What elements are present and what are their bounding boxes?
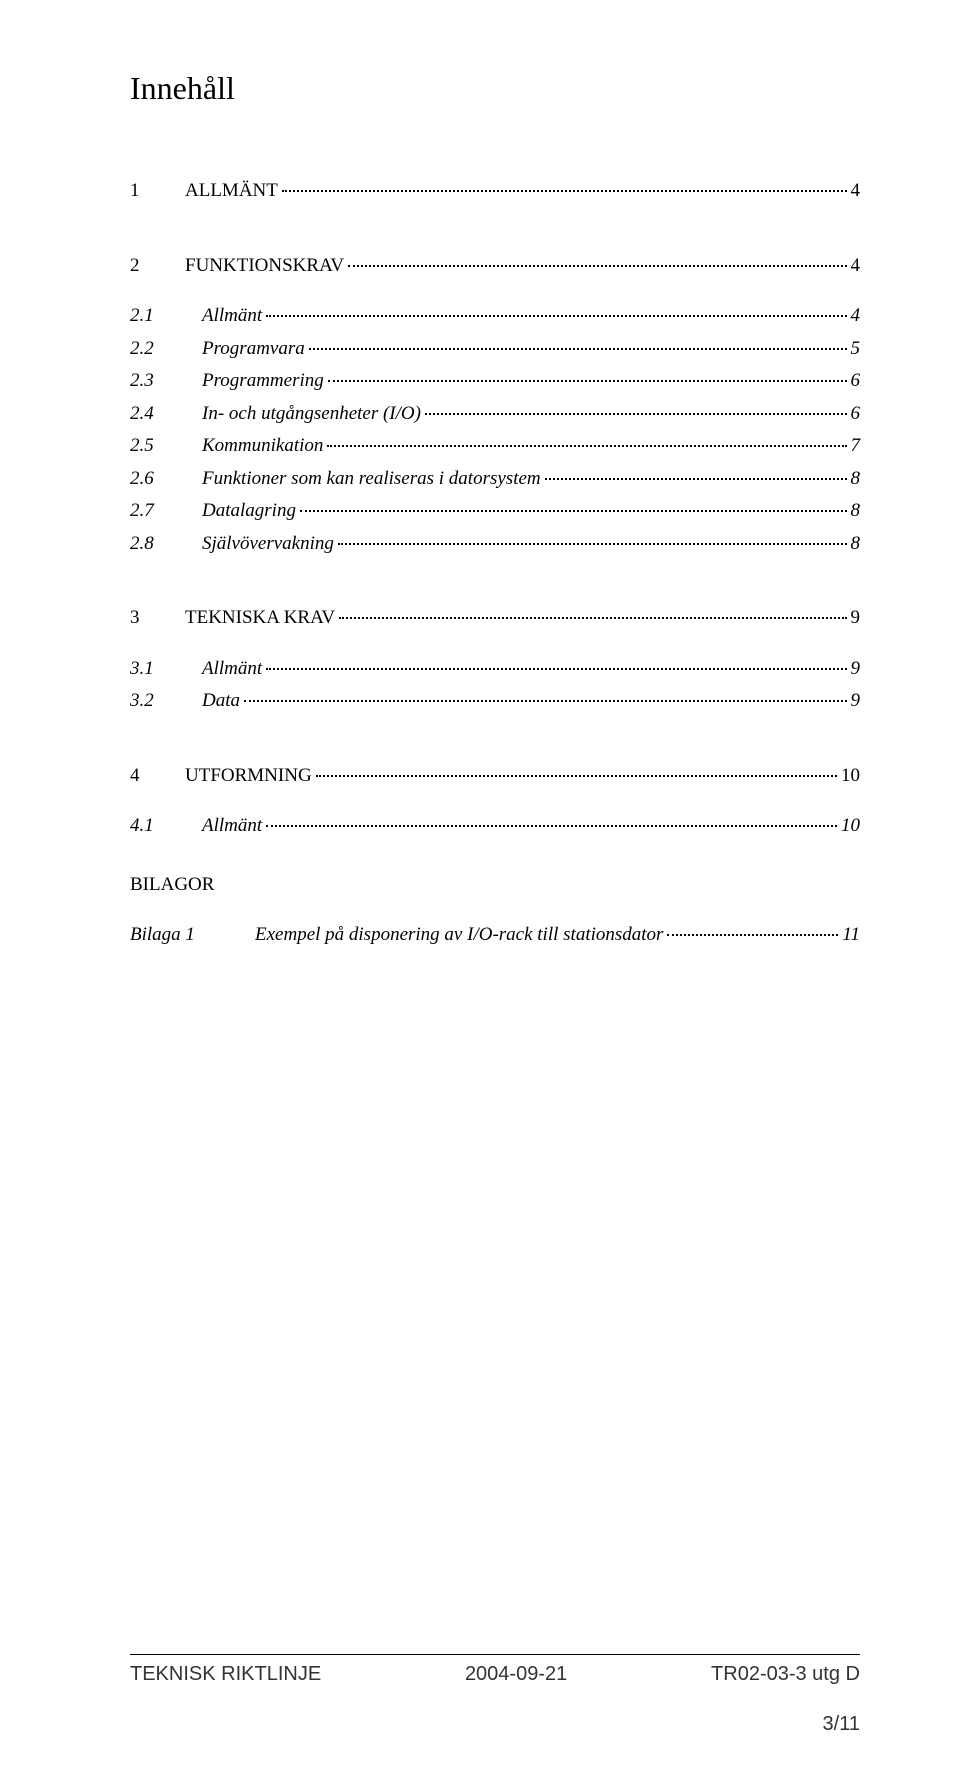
toc-page: 4	[851, 252, 861, 281]
toc-number: 2.1	[130, 302, 202, 331]
toc-page: 10	[841, 812, 860, 841]
table-of-contents: 1 ALLMÄNT 4 2 FUNKTIONSKRAV 4 2.1 Allmän…	[130, 177, 860, 950]
toc-entry-2-7: 2.7 Datalagring 8	[130, 497, 860, 526]
toc-label: Kommunikation	[202, 432, 323, 461]
toc-label: Programmering	[202, 367, 324, 396]
appendix-heading: BILAGOR	[130, 871, 860, 900]
toc-entry-4-1: 4.1 Allmänt 10	[130, 812, 860, 841]
toc-leader	[327, 445, 846, 447]
toc-page: 6	[851, 367, 861, 396]
toc-page: 7	[851, 432, 861, 461]
footer-left: TEKNISK RIKTLINJE	[130, 1663, 321, 1686]
toc-page: 9	[851, 655, 861, 684]
toc-label: ALLMÄNT	[185, 177, 278, 206]
toc-page: 9	[851, 687, 861, 716]
toc-label: In- och utgångsenheter (I/O)	[202, 400, 421, 429]
toc-leader	[266, 315, 846, 317]
toc-number: 2	[130, 252, 185, 281]
page-footer: TEKNISK RIKTLINJE 2004-09-21 TR02-03-3 u…	[130, 1654, 860, 1686]
toc-number: 3.1	[130, 655, 202, 684]
toc-entry-2-8: 2.8 Självövervakning 8	[130, 530, 860, 559]
toc-leader	[316, 775, 837, 777]
footer-rule	[130, 1654, 860, 1655]
footer-right: TR02-03-3 utg D	[711, 1663, 860, 1686]
toc-number: 2.3	[130, 367, 202, 396]
toc-leader	[244, 700, 847, 702]
toc-number: 3.2	[130, 687, 202, 716]
toc-leader	[545, 478, 847, 480]
toc-entry-4: 4 UTFORMNING 10	[130, 762, 860, 791]
toc-leader	[266, 668, 846, 670]
toc-number: 2.2	[130, 335, 202, 364]
toc-leader	[339, 617, 846, 619]
toc-label: Funktioner som kan realiseras i datorsys…	[202, 465, 541, 494]
toc-leader	[425, 413, 847, 415]
toc-title: Innehåll	[130, 70, 860, 107]
appendix-page: 11	[842, 921, 860, 950]
toc-page: 4	[851, 177, 861, 206]
toc-number: 1	[130, 177, 185, 206]
toc-entry-2-2: 2.2 Programvara 5	[130, 335, 860, 364]
toc-leader	[266, 825, 837, 827]
toc-entry-2-1: 2.1 Allmänt 4	[130, 302, 860, 331]
toc-label: Datalagring	[202, 497, 296, 526]
toc-page: 5	[851, 335, 861, 364]
toc-number: 2.6	[130, 465, 202, 494]
toc-page: 10	[841, 762, 860, 791]
toc-entry-2-5: 2.5 Kommunikation 7	[130, 432, 860, 461]
toc-entry-2-4: 2.4 In- och utgångsenheter (I/O) 6	[130, 400, 860, 429]
footer-row: TEKNISK RIKTLINJE 2004-09-21 TR02-03-3 u…	[130, 1663, 860, 1686]
toc-page: 8	[851, 465, 861, 494]
toc-page: 6	[851, 400, 861, 429]
appendix-entry: Bilaga 1 Exempel på disponering av I/O-r…	[130, 921, 860, 950]
toc-label: Allmänt	[202, 302, 262, 331]
toc-entry-3: 3 TEKNISKA KRAV 9	[130, 604, 860, 633]
toc-number: 3	[130, 604, 185, 633]
toc-leader	[309, 348, 847, 350]
toc-entry-2-3: 2.3 Programmering 6	[130, 367, 860, 396]
toc-entry-3-1: 3.1 Allmänt 9	[130, 655, 860, 684]
toc-number: 2.8	[130, 530, 202, 559]
toc-label: FUNKTIONSKRAV	[185, 252, 344, 281]
toc-label: Självövervakning	[202, 530, 334, 559]
toc-leader	[300, 510, 847, 512]
page-number: 3/11	[823, 1713, 860, 1736]
toc-number: 4	[130, 762, 185, 791]
toc-number: 2.5	[130, 432, 202, 461]
toc-leader	[328, 380, 847, 382]
toc-entry-3-2: 3.2 Data 9	[130, 687, 860, 716]
toc-leader	[667, 934, 838, 936]
toc-label: Allmänt	[202, 655, 262, 684]
toc-leader	[348, 265, 846, 267]
toc-leader	[282, 190, 847, 192]
toc-page: 4	[851, 302, 861, 331]
footer-center: 2004-09-21	[465, 1663, 567, 1686]
appendix-label: Bilaga 1	[130, 921, 255, 950]
toc-page: 9	[851, 604, 861, 633]
toc-page: 8	[851, 497, 861, 526]
toc-entry-2-6: 2.6 Funktioner som kan realiseras i dato…	[130, 465, 860, 494]
toc-label: UTFORMNING	[185, 762, 312, 791]
toc-number: 2.7	[130, 497, 202, 526]
toc-leader	[338, 543, 847, 545]
toc-label: Programvara	[202, 335, 305, 364]
page-container: Innehåll 1 ALLMÄNT 4 2 FUNKTIONSKRAV 4 2…	[0, 0, 960, 1776]
toc-label: TEKNISKA KRAV	[185, 604, 335, 633]
appendix-text: Exempel på disponering av I/O-rack till …	[255, 921, 663, 950]
toc-entry-1: 1 ALLMÄNT 4	[130, 177, 860, 206]
toc-number: 2.4	[130, 400, 202, 429]
toc-page: 8	[851, 530, 861, 559]
toc-entry-2: 2 FUNKTIONSKRAV 4	[130, 252, 860, 281]
toc-label: Data	[202, 687, 240, 716]
toc-label: Allmänt	[202, 812, 262, 841]
toc-number: 4.1	[130, 812, 202, 841]
